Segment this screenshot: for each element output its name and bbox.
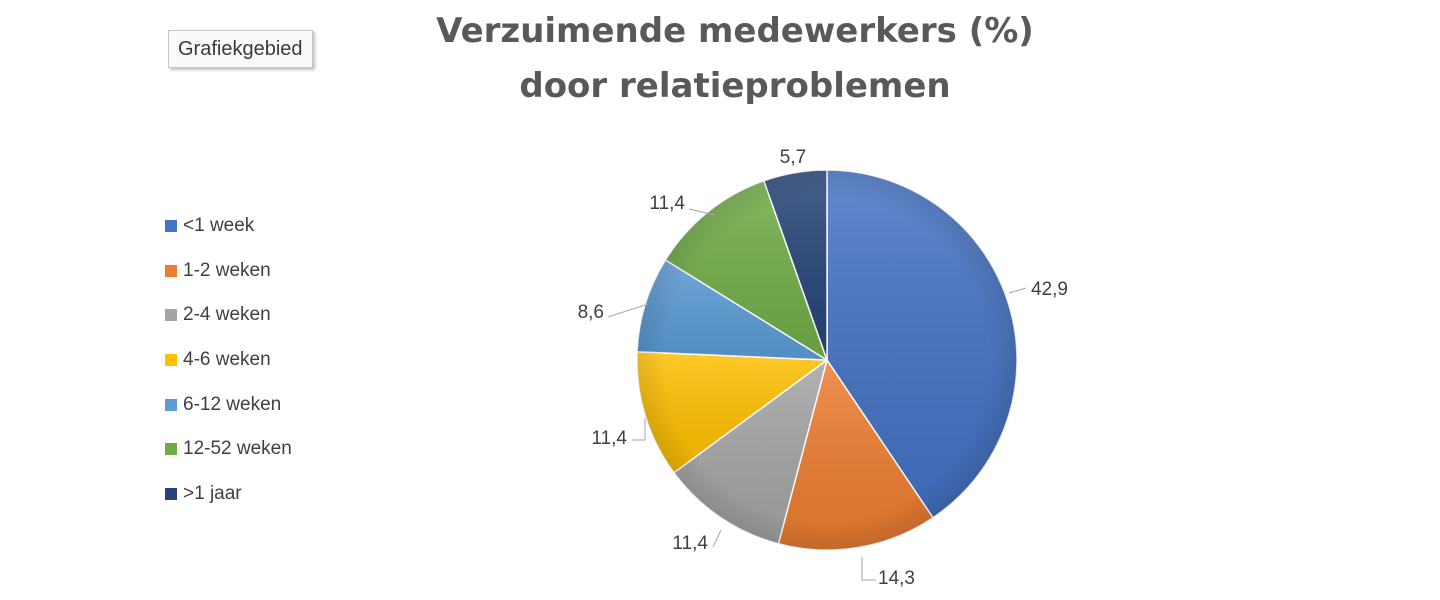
legend-swatch [165,264,177,277]
legend-label: 6-12 weken [183,393,282,415]
legend-item-6-12-weken[interactable]: 6-12 weken [165,382,292,427]
legend-item-lt-1-week[interactable]: <1 week [165,204,292,249]
legend-label: 4-6 weken [183,349,271,371]
legend-swatch [165,443,177,456]
leader-line-1-2-weken [861,557,876,581]
data-label-12-52-weken: 11,4 [649,193,685,214]
legend-item-2-4-weken[interactable]: 2-4 weken [165,293,292,338]
leader-line-4-6-weken [632,418,646,441]
chart-legend: <1 week 1-2 weken 2-4 weken 4-6 weken 6-12 w… [165,204,292,516]
leader-line-2-4-weken [712,529,722,548]
chart-title: Verzuimende medewerkers (%) door relatie… [436,11,1034,106]
legend-label: <1 week [183,215,255,237]
data-label-4-6-weken: 11,4 [591,428,627,449]
legend-label: 12-52 weken [183,438,292,460]
leader-line-6-12-weken [607,303,649,318]
legend-label: 2-4 weken [183,304,271,326]
pie-slices [636,169,1018,551]
leader-line-12-52-weken [688,208,716,216]
data-label-lt-1-week: 42,9 [1031,279,1068,300]
legend-label: 1-2 weken [183,259,271,281]
legend-label: >1 jaar [183,482,242,504]
data-label-6-12-weken: 8,6 [578,302,604,323]
legend-item-4-6-weken[interactable]: 4-6 weken [165,338,292,383]
legend-swatch [165,398,177,411]
leader-line-lt-1-week [1008,287,1027,294]
legend-swatch [165,309,177,322]
leader-lines [607,208,1027,581]
legend-item-12-52-weken[interactable]: 12-52 weken [165,427,292,472]
data-label-gt-1-jaar: 5,7 [780,147,806,168]
legend-swatch [165,220,177,233]
data-label-2-4-weken: 11,4 [672,533,708,554]
legend-swatch [165,487,177,500]
legend-swatch [165,354,177,367]
legend-item-1-2-weken[interactable]: 1-2 weken [165,249,292,294]
legend-item-gt-1-jaar[interactable]: >1 jaar [165,472,292,517]
data-labels: 42,9 14,3 11,4 11,4 8,6 11,4 5,7 [578,147,1068,589]
data-label-1-2-weken: 14,3 [878,568,915,589]
chart-area-tooltip: Grafiekgebied [168,30,313,68]
